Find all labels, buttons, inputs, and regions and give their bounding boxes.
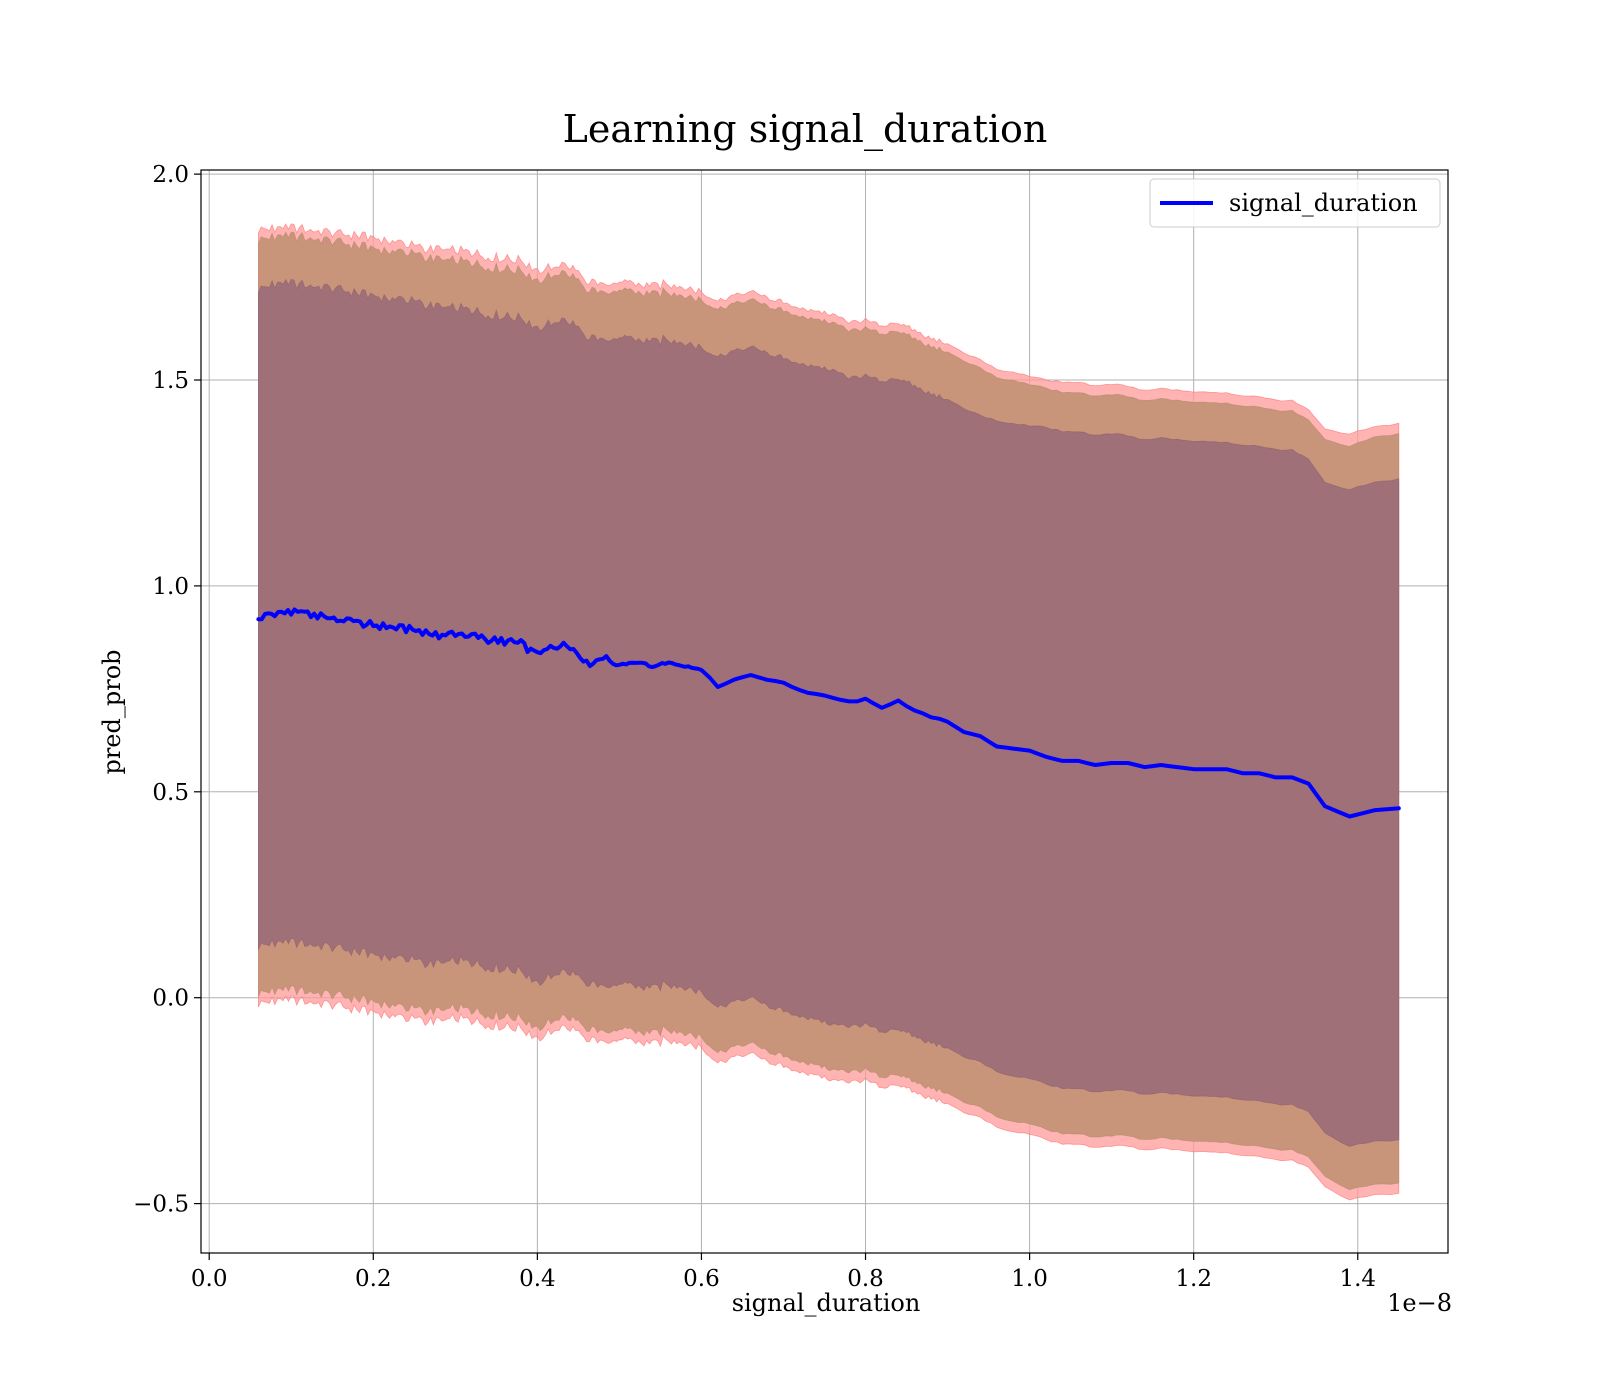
y-axis-label: pred_prob — [98, 649, 126, 774]
x-tick-label: 1.2 — [1175, 1266, 1212, 1292]
series-line-signal-duration — [256, 607, 1401, 819]
plot-frame — [200, 169, 1449, 1254]
confidence-bands — [258, 223, 1400, 1201]
legend-label-signal-duration: signal_duration — [1229, 189, 1418, 217]
x-axis-ticks: 0.0 0.2 0.4 0.6 0.8 1.0 1.2 1.4 — [191, 1253, 1376, 1292]
series-lines — [256, 607, 1401, 819]
x-tick-label: 0.6 — [683, 1266, 720, 1292]
plot-area — [200, 169, 1449, 1254]
x-tick-label: 0.4 — [519, 1266, 556, 1292]
x-tick-label: 0.8 — [847, 1266, 884, 1292]
x-axis-label: signal_duration — [732, 1289, 921, 1317]
band-inner — [258, 278, 1400, 1147]
y-tick-label: 0.5 — [152, 780, 189, 806]
y-tick-label: 1.5 — [152, 368, 189, 394]
x-tick-label: 1.4 — [1339, 1266, 1376, 1292]
y-axis-ticks: −0.5 0.0 0.5 1.0 1.5 2.0 — [133, 162, 201, 1218]
x-tick-label: 0.2 — [355, 1266, 392, 1292]
y-tick-label: 1.0 — [152, 574, 189, 600]
y-tick-label: 2.0 — [152, 162, 189, 188]
y-tick-label: −0.5 — [133, 1192, 189, 1218]
x-axis-offset-label: 1e−8 — [1387, 1289, 1452, 1317]
chart-title: Learning signal_duration — [563, 107, 1048, 152]
legend-box — [1149, 178, 1441, 228]
x-tick-label: 0.0 — [191, 1266, 228, 1292]
legend: signal_duration — [1149, 178, 1441, 228]
x-tick-label: 1.0 — [1011, 1266, 1048, 1292]
y-tick-label: 0.0 — [152, 986, 189, 1012]
